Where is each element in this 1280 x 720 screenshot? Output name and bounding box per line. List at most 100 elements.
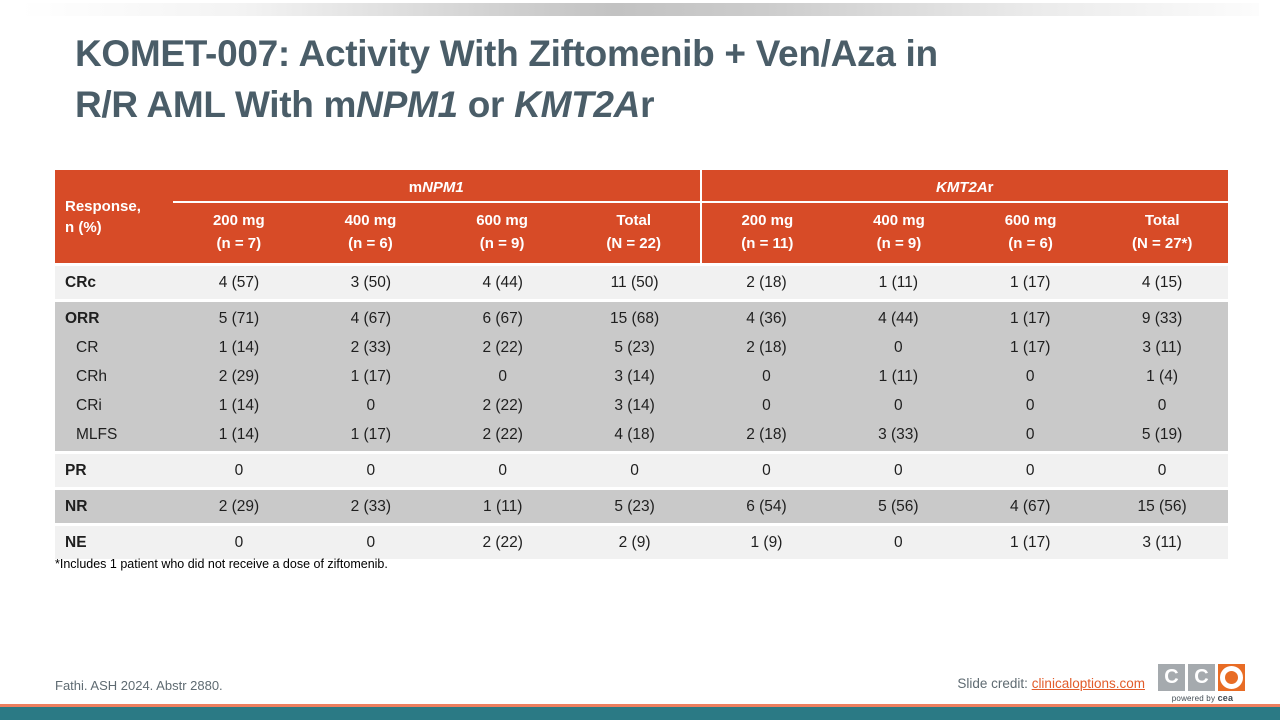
column-header-line: 200 mg: [212, 212, 265, 229]
data-cell: 2 (22): [482, 534, 523, 551]
table-row-CRh: CRh 2 (29) 1 (17) 0 3 (14) 0 1 (11) 0 1 (4): [55, 362, 1228, 391]
data-cell: 0: [762, 397, 771, 414]
data-cell: 0: [894, 339, 903, 356]
corner-line-1: Response,: [65, 197, 141, 215]
column-header-line: Total: [1144, 212, 1180, 229]
data-cell: 2 (29): [218, 368, 260, 385]
title-run: KOMET-007: Activity With Ziftomenib + Ve…: [75, 33, 938, 74]
column-header-line: (n = 9): [876, 235, 922, 252]
data-cell: 1 (11): [878, 274, 918, 291]
data-cell: 1 (17): [350, 426, 392, 443]
cco-logo: C C powered by cea: [1158, 664, 1247, 703]
powered-brand: cea: [1217, 693, 1234, 703]
column-header: Total (N = 27*): [1096, 203, 1228, 263]
column-groups: mNPM1 200 mg (n = 7) 400 mg (n = 6) 600 mg (n …: [173, 170, 1228, 263]
data-cell: 6 (54): [746, 498, 787, 515]
table-corner-header: Response, n (%): [55, 170, 173, 263]
logo-letter-c2: C: [1188, 664, 1215, 691]
data-cell: 0: [1025, 368, 1035, 385]
data-cell: 6 (67): [482, 310, 523, 327]
data-cell: 0: [366, 397, 376, 414]
title-run-italic: KMT2A: [514, 84, 641, 125]
row-label: NR: [65, 498, 88, 515]
bottom-teal-bar: [0, 707, 1280, 720]
title-run-italic: KMT2A: [935, 179, 988, 196]
data-cell: 0: [498, 462, 507, 479]
data-cell: 0: [630, 462, 639, 479]
data-cell: 2 (18): [746, 274, 787, 291]
data-cell: 0: [1025, 397, 1035, 414]
data-cell: 0: [1025, 462, 1035, 479]
data-cell: 1 (17): [1009, 339, 1051, 356]
response-table: Response, n (%) mNPM1 200 mg (n = 7) 400 mg…: [55, 170, 1228, 559]
data-cell: 2 (9): [618, 534, 651, 551]
sub-columns: 200 mg (n = 11) 400 mg (n = 9) 600 mg (n = 6)…: [702, 203, 1229, 263]
data-cell: 2 (33): [350, 498, 392, 515]
title-run-italic: NPM1: [356, 84, 458, 125]
top-gradient-bar: [21, 3, 1259, 16]
data-cell: 4 (67): [350, 310, 392, 327]
row-label: MLFS: [76, 426, 118, 443]
footnote: *Includes 1 patient who did not receive …: [55, 557, 388, 571]
column-header-line: (N = 27*): [1131, 235, 1193, 252]
data-cell: 4 (44): [878, 310, 919, 327]
row-label: CRc: [65, 274, 97, 291]
column-header-line: 400 mg: [344, 212, 397, 229]
table-row-NE: NE 0 0 2 (22) 2 (9) 1 (9) 0 1 (17) 3 (11): [55, 528, 1228, 557]
data-cell: 1 (17): [1009, 534, 1051, 551]
data-cell: 1 (11): [483, 498, 523, 515]
slide-credit: Slide credit: clinicaloptions.com: [957, 676, 1145, 691]
column-group-mNPM1: mNPM1 200 mg (n = 7) 400 mg (n = 6) 600 mg (n …: [173, 170, 700, 263]
logo-letter: C: [1194, 666, 1209, 688]
data-cell: 15 (68): [610, 310, 660, 327]
data-cell: 4 (15): [1141, 274, 1183, 291]
corner-line-2: n (%): [65, 218, 102, 236]
row-label: PR: [65, 462, 87, 479]
data-cell: 15 (56): [1137, 498, 1187, 515]
data-cell: 0: [1157, 397, 1167, 414]
logo-o-square: [1218, 664, 1245, 691]
data-cell: 4 (44): [482, 274, 523, 291]
data-cell: 3 (11): [1142, 534, 1182, 551]
title-run: R/R AML With m: [75, 84, 357, 125]
column-header-line: 400 mg: [873, 212, 925, 229]
row-label: CRh: [76, 368, 108, 385]
data-cell: 2 (18): [746, 339, 787, 356]
title-line-2: R/R AML With mNPM1 or KMT2Ar: [75, 84, 655, 125]
credit-link[interactable]: clinicaloptions.com: [1031, 676, 1145, 691]
data-cell: 0: [1025, 426, 1035, 443]
column-header-line: 200 mg: [741, 212, 794, 229]
logo-letter-c1: C: [1158, 664, 1185, 691]
slide-credit-label: Slide credit:: [957, 676, 1032, 691]
data-cell: 3 (50): [350, 274, 392, 291]
data-cell: 0: [234, 462, 244, 479]
data-cell: 5 (19): [1141, 426, 1183, 443]
column-header: 600 mg (n = 9): [436, 203, 568, 263]
table-row-MLFS: MLFS 1 (14) 1 (17) 2 (22) 4 (18) 2 (18) 3 (33)…: [55, 420, 1228, 449]
data-cell: 5 (23): [614, 498, 655, 515]
column-header: 600 mg (n = 6): [965, 203, 1097, 263]
data-cell: 2 (18): [746, 426, 787, 443]
row-block: NE 0 0 2 (22) 2 (9) 1 (9) 0 1 (17) 3 (11): [55, 526, 1228, 559]
group-label-mNPM1: mNPM1: [173, 170, 700, 203]
column-header-line: (n = 9): [479, 235, 525, 252]
data-cell: 3 (14): [614, 397, 655, 414]
row-label: CRi: [76, 397, 102, 414]
data-cell: 2 (29): [218, 498, 260, 515]
data-cell: 1 (14): [218, 339, 260, 356]
column-header-line: (n = 6): [348, 235, 393, 252]
table-row-CRc: CRc 4 (57) 3 (50) 4 (44) 11 (50) 2 (18) 1 (11)…: [55, 268, 1228, 297]
column-group-KMT2Ar: KMT2Ar 200 mg (n = 11) 400 mg (n = 9) 600 mg (…: [699, 170, 1229, 263]
data-cell: 9 (33): [1141, 310, 1183, 327]
data-cell: 1 (9): [750, 534, 783, 551]
bottom-orange-line: [0, 704, 1280, 707]
column-header: 400 mg (n = 6): [305, 203, 437, 263]
row-block: CRc 4 (57) 3 (50) 4 (44) 11 (50) 2 (18) 1 (11)…: [55, 266, 1228, 299]
data-cell: 4 (67): [1009, 498, 1051, 515]
data-cell: 4 (36): [746, 310, 787, 327]
powered-by-text: powered by: [1171, 694, 1218, 703]
powered-by-label: powered by cea: [1158, 693, 1247, 703]
citation: Fathi. ASH 2024. Abstr 2880.: [55, 678, 223, 693]
data-cell: 1 (17): [1009, 310, 1051, 327]
